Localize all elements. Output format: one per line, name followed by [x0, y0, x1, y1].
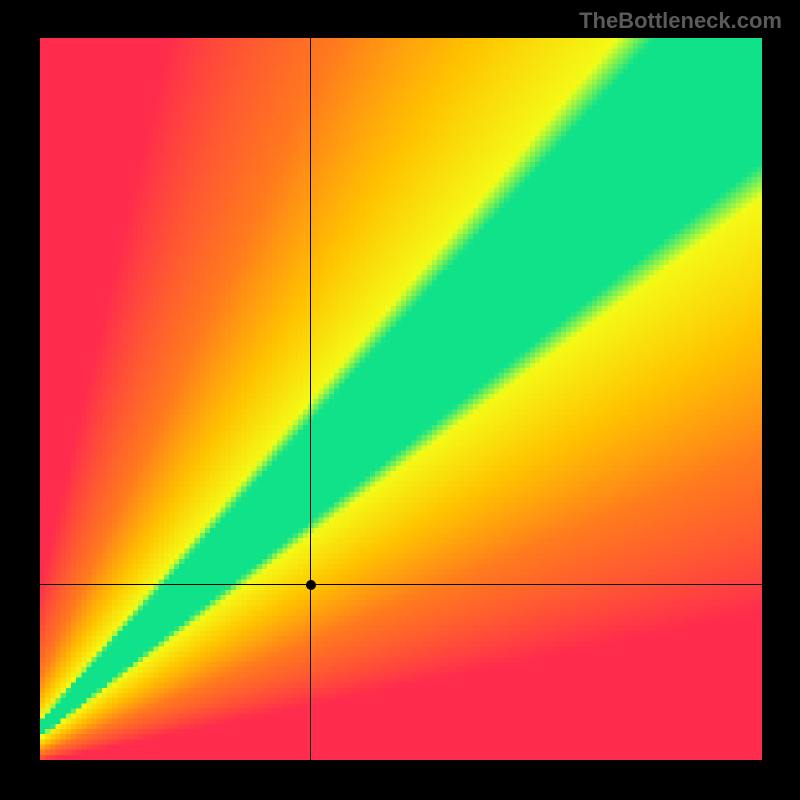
chart-container: TheBottleneck.com [0, 0, 800, 800]
crosshair-dot [306, 580, 316, 590]
bottleneck-heatmap [40, 38, 762, 760]
crosshair-vertical [310, 38, 311, 760]
crosshair-horizontal [40, 584, 762, 585]
attribution-text: TheBottleneck.com [579, 8, 782, 34]
